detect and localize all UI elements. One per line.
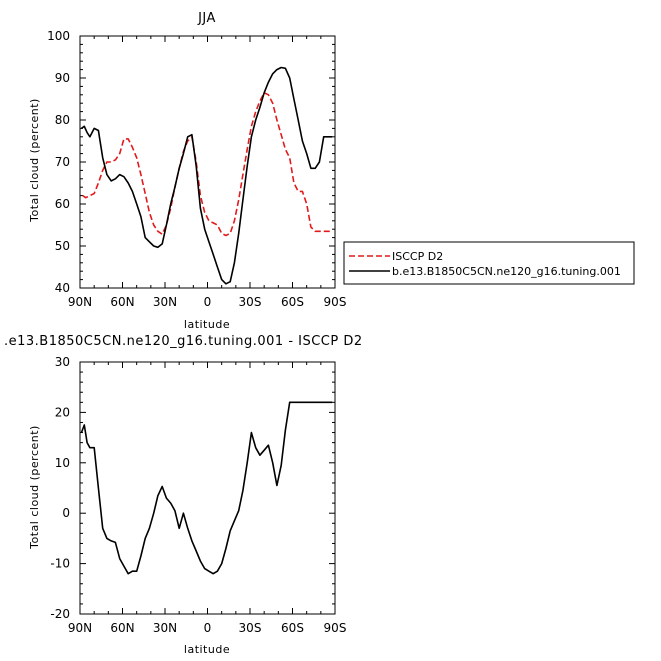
bottom-y-tick-label: -20 [50, 607, 70, 621]
top-x-tick-label: 30S [239, 295, 262, 309]
legend-label-isccp: ISCCP D2 [392, 250, 443, 263]
top-x-tick-label: 60S [281, 295, 304, 309]
bottom-y-tick-label: 0 [62, 506, 70, 520]
top-y-tick-label: 90 [55, 71, 70, 85]
top-series-line-0 [82, 91, 333, 237]
bottom-x-tick-label: 90N [68, 621, 92, 635]
legend-label-model: b.e13.B1850C5CN.ne120_g16.tuning.001 [392, 265, 621, 278]
bottom-x-tick-label: 0 [204, 621, 212, 635]
top-x-axis-title: latitude [184, 318, 230, 331]
bottom-y-tick-label: 10 [55, 456, 70, 470]
top-plot-frame [79, 35, 336, 289]
top-x-tick-label: 90N [68, 295, 92, 309]
legend: ISCCP D2 b.e13.B1850C5CN.ne120_g16.tunin… [343, 241, 635, 285]
bottom-x-axis-title: latitude [184, 643, 230, 656]
bottom-y-tick-label: 30 [55, 355, 70, 369]
top-y-tick-label: 60 [55, 197, 70, 211]
top-x-tick-label: 60N [110, 295, 134, 309]
bottom-y-tick-label: -10 [50, 557, 70, 571]
top-x-tick-label: 90S [324, 295, 347, 309]
legend-box [343, 241, 635, 285]
top-y-tick-label: 80 [55, 113, 70, 127]
bottom-y-tick-label: 20 [55, 405, 70, 419]
bottom-series-line-0 [80, 401, 333, 575]
bottom-plot: -20 -10 0 10 20 30 90N 60N 30N 0 30S 60S 90S [50, 355, 346, 635]
top-y-tick-label: 70 [55, 155, 70, 169]
bottom-plot-frame [79, 361, 336, 615]
top-x-tick-label: 0 [204, 295, 212, 309]
top-y-tick-label: 50 [55, 239, 70, 253]
bottom-y-axis-title: Total cloud (percent) [28, 425, 41, 550]
top-x-tick-label: 30N [153, 295, 177, 309]
bottom-x-tick-label: 60N [110, 621, 134, 635]
top-y-tick-label: 40 [55, 281, 70, 295]
top-chart-title: JJA [197, 11, 216, 26]
top-y-tick-label: 100 [47, 29, 70, 43]
bottom-chart-title: .e13.B1850C5CN.ne120_g16.tuning.001 - IS… [4, 334, 363, 349]
top-series-line-1 [80, 66, 333, 285]
bottom-x-tick-label: 90S [324, 621, 347, 635]
top-plot: 40 50 60 70 80 90 100 90N 60N 30N 0 30S 60S 90S [47, 29, 346, 309]
top-y-axis-title: Total cloud (percent) [28, 98, 41, 223]
bottom-x-tick-label: 60S [281, 621, 304, 635]
bottom-x-tick-label: 30N [153, 621, 177, 635]
bottom-x-tick-label: 30S [239, 621, 262, 635]
